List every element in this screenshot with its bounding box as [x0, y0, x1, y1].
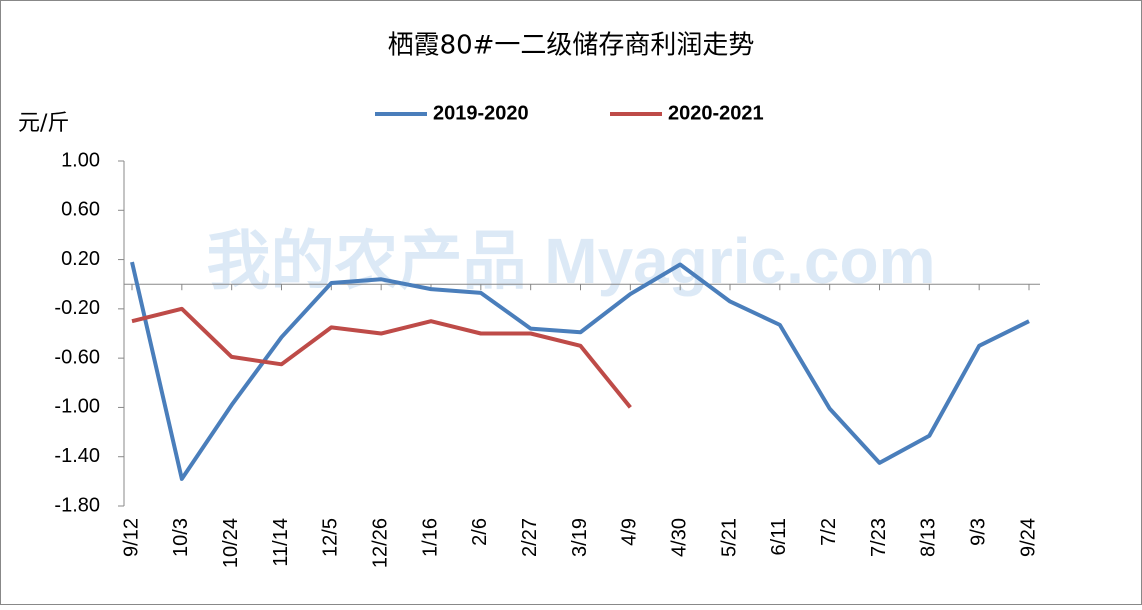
x-tick-label: 2/27 [519, 518, 541, 557]
chart-title: 栖霞80#一二级储存商利润走势 [388, 31, 755, 61]
x-tick-label: 6/11 [768, 518, 790, 555]
watermark: 我的农产品 Myagric.com [206, 225, 935, 297]
x-tick-label: 4/30 [668, 518, 690, 557]
y-tick-label: -0.20 [54, 297, 100, 319]
x-tick-label: 8/13 [918, 518, 940, 557]
x-tick-label: 7/23 [868, 518, 890, 557]
x-tick-label: 9/24 [1017, 518, 1039, 557]
x-tick-label: 12/26 [369, 518, 391, 568]
x-tick-label: 10/3 [170, 518, 192, 557]
x-tick-label: 11/14 [270, 518, 292, 567]
y-tick-label: -1.40 [54, 445, 100, 467]
x-tick-label: 9/3 [967, 518, 989, 546]
x-tick-label: 3/19 [569, 518, 591, 557]
series-line [131, 306, 632, 409]
legend-label: 2019-2020 [433, 102, 529, 124]
x-tick-label: 9/12 [120, 518, 142, 557]
y-axis-label: 元/斤 [18, 111, 69, 136]
x-tick-label: 2/6 [469, 518, 491, 546]
x-tick-label: 1/16 [419, 518, 441, 557]
x-tick-label: 10/24 [220, 518, 242, 568]
y-tick-label: -1.00 [54, 396, 100, 418]
y-tick-label: -0.60 [54, 346, 100, 368]
y-tick-label: 1.00 [61, 149, 100, 171]
x-tick-label: 4/9 [619, 518, 641, 546]
y-tick-label: 0.20 [61, 248, 100, 270]
y-tick-label: 0.60 [61, 199, 100, 221]
x-tick-label: 12/5 [320, 518, 342, 557]
x-tick-label: 5/21 [718, 518, 740, 557]
series-line [130, 261, 1030, 481]
x-tick-label: 7/2 [818, 518, 840, 546]
legend-label: 2020-2021 [668, 102, 764, 124]
y-tick-label: -1.80 [54, 494, 100, 516]
